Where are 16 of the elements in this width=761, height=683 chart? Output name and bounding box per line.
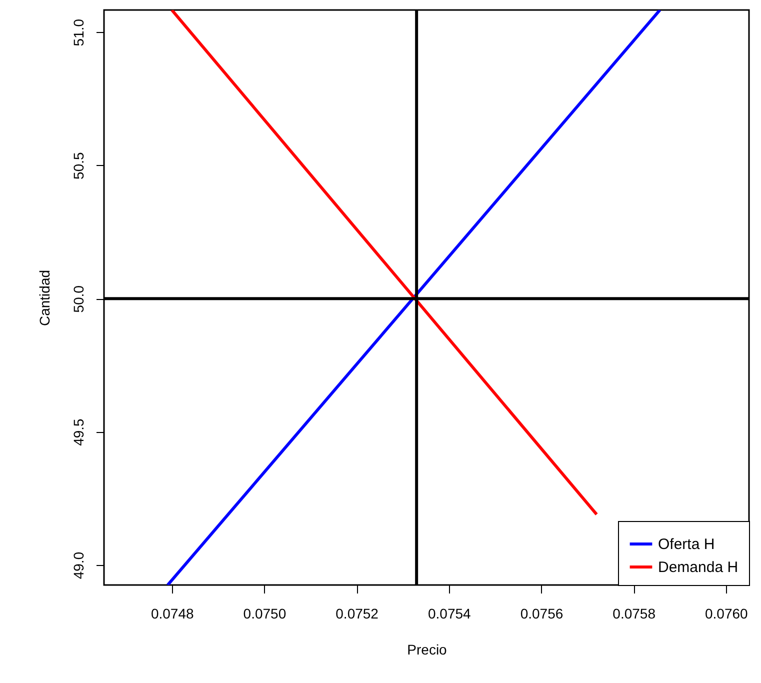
y-tick-label: 51.0	[70, 18, 86, 46]
x-tick-label: 0.0748	[150, 606, 194, 622]
x-axis-title: Precio	[407, 642, 448, 658]
x-tick-label: 0.0752	[336, 606, 379, 622]
x-tick-label: 0.0750	[243, 606, 286, 622]
legend-label: Demanda H	[658, 559, 738, 576]
x-tick-label: 0.0754	[428, 606, 472, 622]
y-tick-label: 49.0	[70, 552, 86, 580]
y-tick-label: 50.5	[70, 152, 86, 180]
y-axis-title: Cantidad	[36, 270, 52, 326]
x-tick-label: 0.0756	[520, 606, 564, 622]
y-tick-label: 49.5	[70, 418, 86, 446]
x-tick-label: 0.0760	[705, 606, 748, 622]
x-tick-label: 0.0758	[612, 606, 656, 622]
legend-label: Oferta H	[658, 536, 715, 553]
y-tick-label: 50.0	[70, 285, 86, 313]
